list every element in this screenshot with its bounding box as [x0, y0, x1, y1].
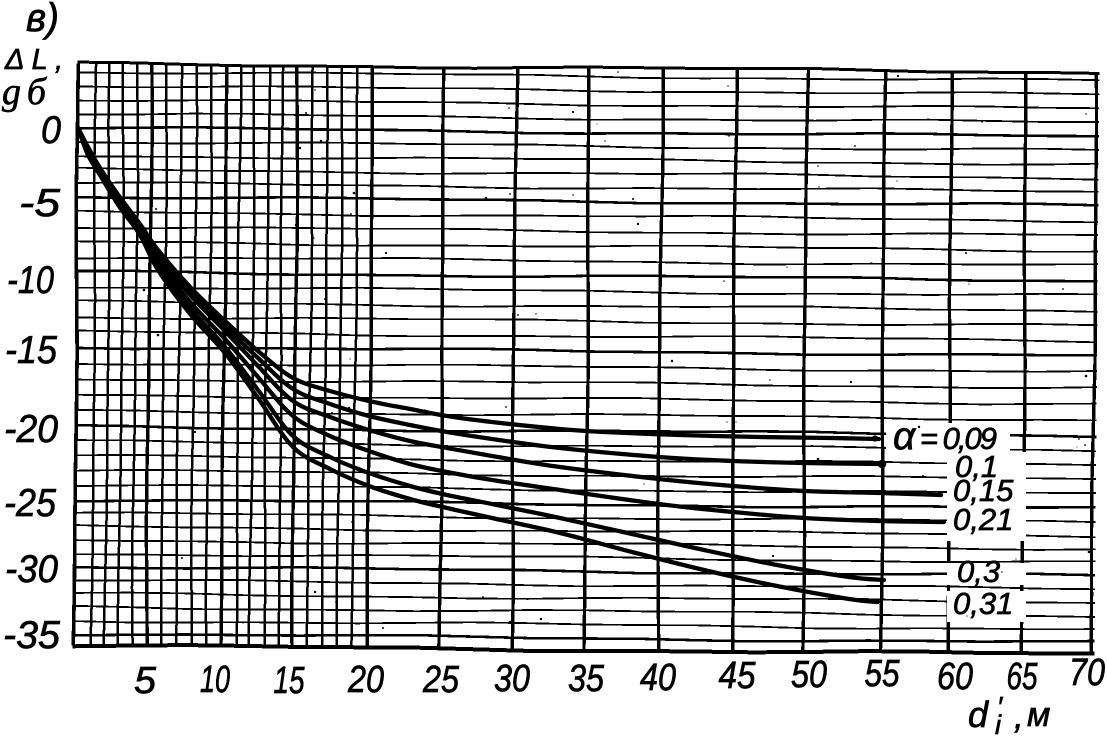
svg-text:-30: -30	[5, 548, 58, 591]
svg-text:45: 45	[719, 655, 757, 697]
svg-text:-15: -15	[5, 329, 57, 372]
svg-text:′: ′	[997, 691, 1004, 722]
svg-text:25: 25	[422, 659, 460, 701]
svg-text:40: 40	[640, 657, 676, 699]
svg-text:-20: -20	[4, 408, 58, 451]
svg-text:15: 15	[274, 660, 306, 702]
svg-text:-5: -5	[19, 182, 60, 225]
svg-text:20: 20	[347, 659, 384, 701]
svg-text:α = 0,09: α = 0,09	[893, 415, 997, 458]
svg-text:55: 55	[865, 653, 901, 695]
svg-text:-25: -25	[4, 482, 56, 525]
svg-text:в): в)	[26, 0, 59, 40]
svg-text:65: 65	[1007, 656, 1039, 698]
svg-text:60: 60	[937, 656, 973, 698]
svg-text:30: 30	[494, 658, 530, 700]
svg-text:м: м	[1027, 696, 1050, 734]
svg-text:0,1: 0,1	[955, 449, 998, 484]
svg-text:0,21: 0,21	[953, 502, 1013, 537]
svg-text:,: ,	[1014, 697, 1024, 736]
svg-text:d: d	[968, 694, 989, 735]
svg-text:0: 0	[41, 109, 61, 152]
svg-text:35: 35	[568, 658, 605, 700]
svg-text:5: 5	[134, 660, 157, 702]
svg-text:0,31: 0,31	[953, 586, 1013, 621]
svg-text:i: i	[995, 710, 1002, 739]
svg-text:0,15: 0,15	[953, 473, 1014, 508]
svg-text:0,3: 0,3	[957, 554, 1000, 589]
svg-text:-35: -35	[3, 614, 60, 657]
svg-text:10: 10	[200, 659, 230, 701]
svg-text:-10: -10	[7, 259, 54, 302]
svg-text:50: 50	[791, 654, 827, 696]
svg-text:70: 70	[1069, 652, 1105, 694]
